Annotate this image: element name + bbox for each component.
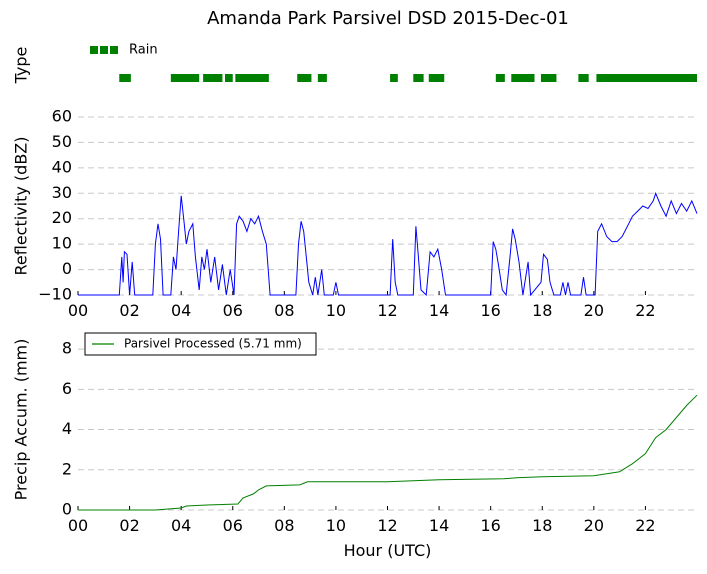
y-axis-label: Reflectivity (dBZ): [12, 137, 31, 276]
event: [203, 74, 223, 82]
data-line: [78, 191, 698, 297]
event: [119, 74, 131, 82]
y-tick-label: 4: [62, 419, 72, 438]
y-tick-label: 40: [52, 157, 72, 176]
legend-box: [84, 332, 317, 356]
event: [170, 74, 200, 82]
x-tick-label: 12: [377, 516, 397, 535]
legend-swatch: [110, 46, 118, 54]
x-tick-label: 00: [68, 301, 88, 320]
x-tick-label: 16: [480, 516, 500, 535]
event: [428, 74, 445, 82]
x-tick-label: 10: [326, 301, 346, 320]
x-tick-label: 02: [119, 516, 139, 535]
x-tick-label: 12: [377, 301, 397, 320]
x-tick-label: 16: [480, 301, 500, 320]
event: [578, 74, 589, 82]
x-tick-label: 00: [68, 516, 88, 535]
y-tick-label: 30: [52, 183, 72, 202]
y-tick-label: 50: [52, 132, 72, 151]
y-axis-label: Precip Accum. (mm): [12, 339, 31, 501]
event: [511, 74, 535, 82]
x-tick-label: 18: [532, 516, 552, 535]
x-tick-label: 06: [223, 516, 243, 535]
event: [596, 74, 697, 82]
x-tick-label: 20: [584, 301, 604, 320]
x-tick-label: 02: [119, 301, 139, 320]
y-tick-label: 10: [52, 234, 72, 253]
y-axis-label: Type: [12, 47, 31, 85]
y-tick-label: 0: [62, 500, 72, 519]
x-tick-label: 14: [429, 301, 449, 320]
x-tick-label: 04: [171, 516, 191, 535]
x-tick-label: 22: [635, 301, 655, 320]
x-tick-label: 04: [171, 301, 191, 320]
legend-swatch: [100, 46, 108, 54]
event: [413, 74, 424, 82]
event: [390, 74, 398, 82]
event: [225, 74, 233, 82]
chart-title: Amanda Park Parsivel DSD 2015-Dec-01: [207, 8, 569, 29]
event: [495, 74, 505, 82]
x-tick-label: 10: [326, 516, 346, 535]
x-tick-label: 20: [584, 516, 604, 535]
x-tick-label: 18: [532, 301, 552, 320]
event: [297, 74, 312, 82]
legend-label: Rain: [129, 43, 158, 58]
y-tick-label: −10: [38, 285, 72, 304]
legend-label: Parsivel Processed (5.71 mm): [124, 337, 302, 351]
y-tick-label: 6: [62, 379, 72, 398]
y-tick-label: 8: [62, 339, 72, 358]
x-tick-label: 06: [223, 301, 243, 320]
legend-swatch: [90, 46, 98, 54]
data-line: [78, 394, 698, 511]
x-tick-label: 08: [274, 516, 294, 535]
y-tick-label: 20: [52, 208, 72, 227]
event: [317, 74, 327, 82]
y-tick-label: 0: [62, 259, 72, 278]
x-tick-label: 08: [274, 301, 294, 320]
event: [235, 74, 269, 82]
y-tick-label: 60: [52, 107, 72, 126]
event: [540, 74, 557, 82]
y-tick-label: 2: [62, 459, 72, 478]
x-tick-label: 14: [429, 516, 449, 535]
x-tick-label: 22: [635, 516, 655, 535]
x-axis-label: Hour (UTC): [344, 541, 432, 560]
